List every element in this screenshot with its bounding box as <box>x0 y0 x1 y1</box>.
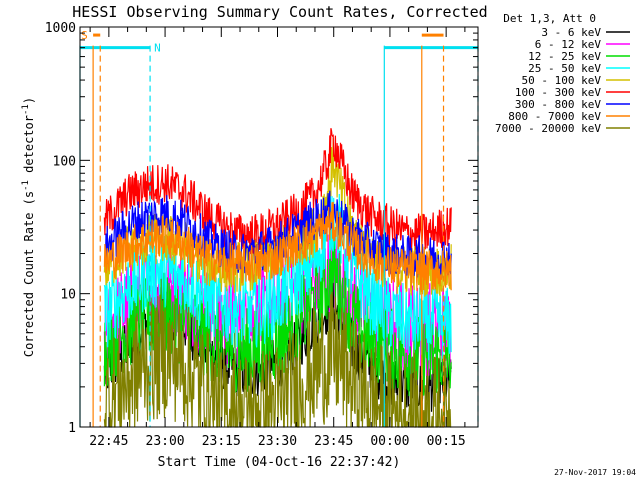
night-label-0: N <box>154 42 161 55</box>
legend-label-3: 25 - 50 keV <box>528 62 601 75</box>
x-axis-label: Start Time (04-Oct-16 22:37:42) <box>158 455 401 470</box>
footer-timestamp: 27-Nov-2017 19:04 <box>554 468 636 477</box>
legend-label-0: 3 - 6 keV <box>541 26 601 39</box>
data-layer <box>103 128 452 428</box>
chart-title: HESSI Observing Summary Count Rates, Cor… <box>72 3 487 21</box>
plot-frame <box>79 26 479 428</box>
y-tick-label-0: 1 <box>68 421 76 436</box>
series-line-5 <box>103 128 452 255</box>
legend-label-7: 800 - 7000 keV <box>508 110 601 123</box>
x-axis: 22:45 23:00 23:15 23:30 23:45 00:00 00:15 <box>89 27 466 449</box>
y-tick-label-2: 100 <box>53 154 76 169</box>
x-tick-label-2: 23:15 <box>202 434 241 449</box>
x-tick-label-6: 00:15 <box>427 434 466 449</box>
y-axis-label-sup: -1 <box>21 180 31 191</box>
legend-label-2: 12 - 25 keV <box>528 50 601 63</box>
y-tick-label-3: 1000 <box>45 21 76 36</box>
legend-label-1: 6 - 12 keV <box>535 38 602 51</box>
legend-label-6: 300 - 800 keV <box>515 98 601 111</box>
legend-label-5: 100 - 300 keV <box>515 86 601 99</box>
y-axis: 1 10 100 1000 <box>45 21 478 436</box>
legend-label-8: 7000 - 20000 keV <box>495 122 601 135</box>
x-tick-label-1: 23:00 <box>146 434 185 449</box>
x-tick-label-3: 23:30 <box>258 434 297 449</box>
series-line-8 <box>103 291 452 428</box>
y-axis-label-close: ) <box>22 97 36 104</box>
saa-label-0: S <box>81 29 88 42</box>
x-tick-label-4: 23:45 <box>314 434 353 449</box>
y-tick-label-1: 10 <box>60 288 76 303</box>
x-tick-label-5: 00:00 <box>370 434 409 449</box>
legend-title: Det 1,3, Att 0 <box>503 12 596 25</box>
x-tick-label-0: 22:45 <box>89 434 128 449</box>
legend-label-4: 50 - 100 keV <box>522 74 602 87</box>
series-line-7 <box>103 201 452 292</box>
y-axis-label-tail: detector <box>22 115 36 180</box>
y-axis-label-tail-sup: -1 <box>21 104 31 115</box>
y-axis-label: Corrected Count Rate (s-1 detector-1) <box>21 97 36 357</box>
y-axis-label-main: Corrected Count Rate (s <box>22 191 36 357</box>
